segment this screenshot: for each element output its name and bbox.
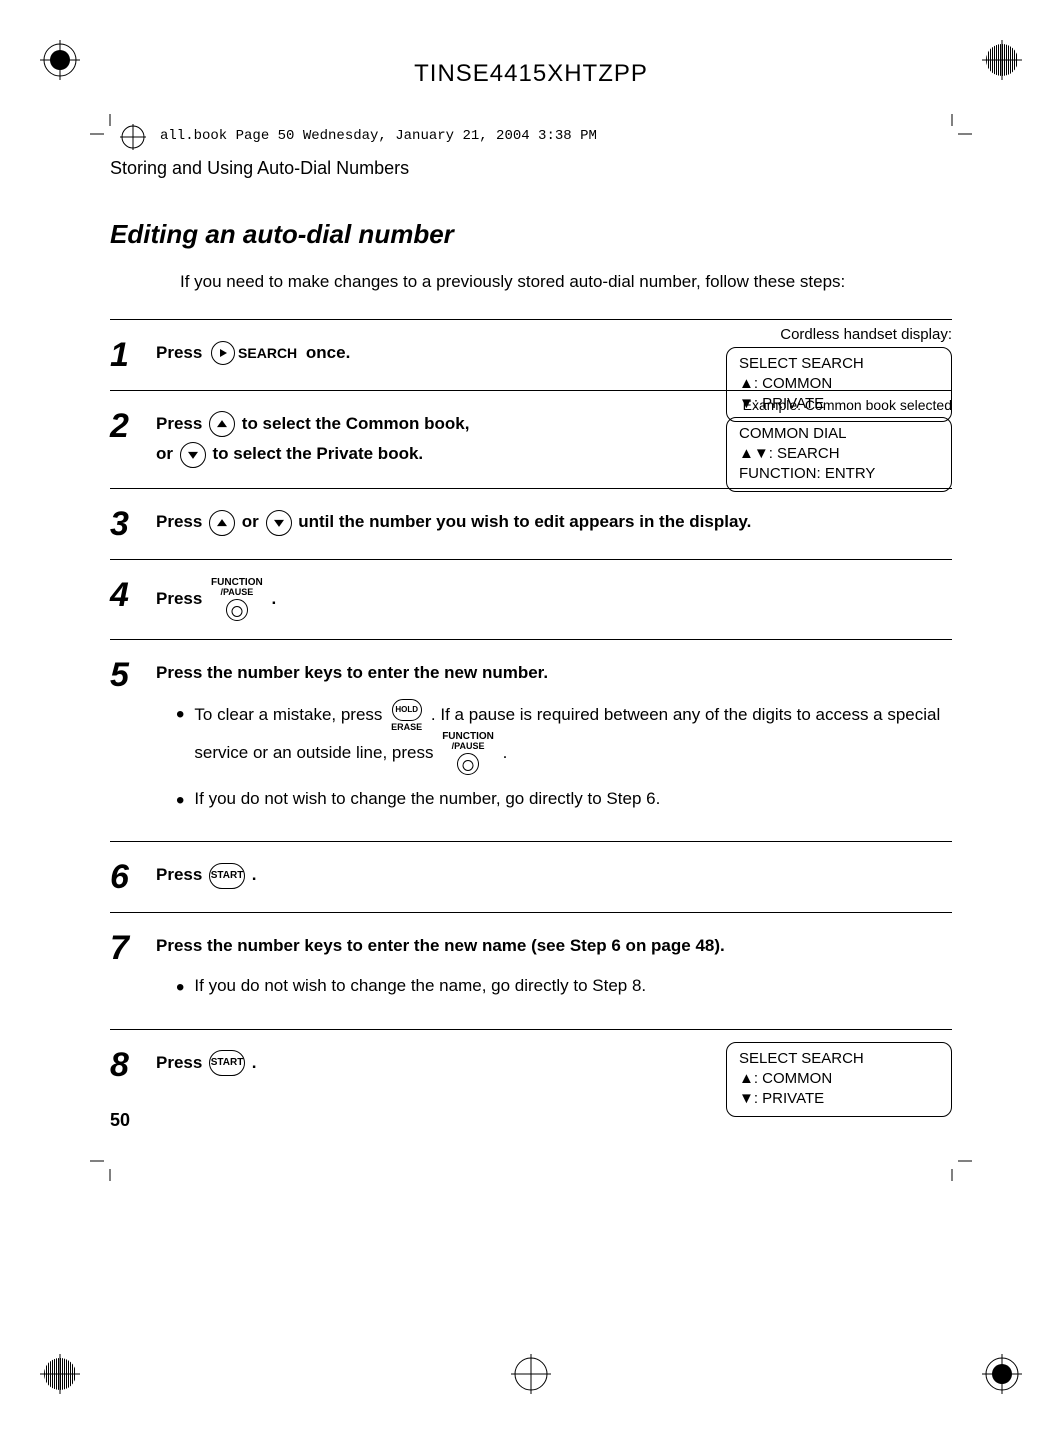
display-label: Example: Common book selected: [726, 397, 952, 413]
pause-label: /PAUSE: [442, 742, 494, 751]
step-8: 8 Press START . SELECT SEARCH ▲: COMMON …: [110, 1029, 952, 1100]
crop-mark-icon: [932, 1151, 972, 1181]
up-arrow-icon: [209, 411, 235, 437]
step-3: 3 Press or until the number you wish to …: [110, 488, 952, 559]
step-number: 6: [110, 860, 156, 894]
step-text: once.: [306, 343, 350, 362]
intro-text: If you need to make changes to a previou…: [180, 270, 952, 294]
bullet-part: To clear a mistake, press: [194, 705, 387, 724]
step-6: 6 Press START .: [110, 841, 952, 912]
step-text: Press: [156, 589, 207, 608]
bullet-icon: •: [176, 703, 184, 727]
step-text: .: [252, 865, 257, 884]
bullet-icon: •: [176, 976, 184, 1000]
down-arrow-icon: [266, 510, 292, 536]
step-text: Press the number keys to enter the new n…: [156, 936, 725, 955]
hold-erase-icon: HOLD ERASE: [391, 699, 422, 732]
step-text: to select the Common book,: [242, 414, 470, 433]
erase-label: ERASE: [391, 723, 422, 732]
down-arrow-icon: [180, 442, 206, 468]
hold-label: HOLD: [392, 699, 422, 721]
step-2: 2 Press to select the Common book, or to…: [110, 390, 952, 488]
display-box: SELECT SEARCH ▲: COMMON ▼: PRIVATE: [726, 1042, 952, 1117]
display-callout: Example: Common book selected COMMON DIA…: [726, 397, 952, 492]
bullet-part: .: [503, 743, 508, 762]
step-text: Press: [156, 865, 207, 884]
function-pause-icon: FUNCTION /PAUSE: [211, 578, 263, 621]
target-icon: [118, 122, 148, 152]
bullet-text: If you do not wish to change the number,…: [194, 785, 660, 814]
step-1: 1 Press SEARCH once. Cordless handset di…: [110, 319, 952, 390]
step-text: Press: [156, 1053, 207, 1072]
pause-label: /PAUSE: [211, 588, 263, 597]
display-box: COMMON DIAL ▲▼: SEARCH FUNCTION: ENTRY: [726, 417, 952, 492]
start-button-icon: START: [209, 863, 245, 889]
step-number: 8: [110, 1048, 156, 1082]
book-meta: all.book Page 50 Wednesday, January 21, …: [160, 128, 597, 144]
step-7: 7 Press the number keys to enter the new…: [110, 912, 952, 1028]
step-text: Press the number keys to enter the new n…: [156, 663, 548, 682]
bullet-text: If you do not wish to change the name, g…: [194, 972, 646, 1001]
step-text: until the number you wish to edit appear…: [298, 512, 751, 531]
step-number: 7: [110, 931, 156, 1010]
step-text: to select the Private book.: [212, 444, 423, 463]
page: TINSE4415XHTZPP all.book Page 50 Wednesd…: [0, 0, 1062, 1171]
step-text: Press: [156, 343, 207, 362]
bullet-icon: •: [176, 789, 184, 813]
function-pause-icon: FUNCTION /PAUSE: [442, 732, 494, 775]
display-callout: SELECT SEARCH ▲: COMMON ▼: PRIVATE: [726, 1042, 952, 1117]
step-text: .: [271, 589, 276, 608]
step-4: 4 Press FUNCTION /PAUSE .: [110, 559, 952, 639]
display-label: Cordless handset display:: [726, 326, 952, 343]
step-number: 2: [110, 409, 156, 470]
reg-target: [40, 1354, 80, 1394]
bullet-text: To clear a mistake, press HOLD ERASE . I…: [194, 699, 952, 775]
step-text: or: [156, 444, 178, 463]
step-number: 4: [110, 578, 156, 621]
step-text: Press: [156, 414, 207, 433]
search-button-icon: SEARCH: [211, 341, 297, 366]
header-code: TINSE4415XHTZPP: [110, 60, 952, 88]
search-label: SEARCH: [238, 341, 297, 366]
step-number: 1: [110, 338, 156, 372]
reg-target: [511, 1354, 551, 1394]
crop-mark-icon: [932, 114, 972, 144]
section-title: Storing and Using Auto-Dial Numbers: [110, 158, 952, 179]
start-button-icon: START: [209, 1050, 245, 1076]
crop-mark-icon: [90, 1151, 130, 1181]
step-text: Press: [156, 512, 207, 531]
step-number: 5: [110, 658, 156, 823]
steps-list: 1 Press SEARCH once. Cordless handset di…: [110, 319, 952, 1100]
up-arrow-icon: [209, 510, 235, 536]
main-heading: Editing an auto-dial number: [110, 219, 952, 250]
step-text: or: [242, 512, 264, 531]
step-number: 3: [110, 507, 156, 541]
reg-target: [982, 1354, 1022, 1394]
step-text: .: [252, 1053, 257, 1072]
step-5: 5 Press the number keys to enter the new…: [110, 639, 952, 841]
